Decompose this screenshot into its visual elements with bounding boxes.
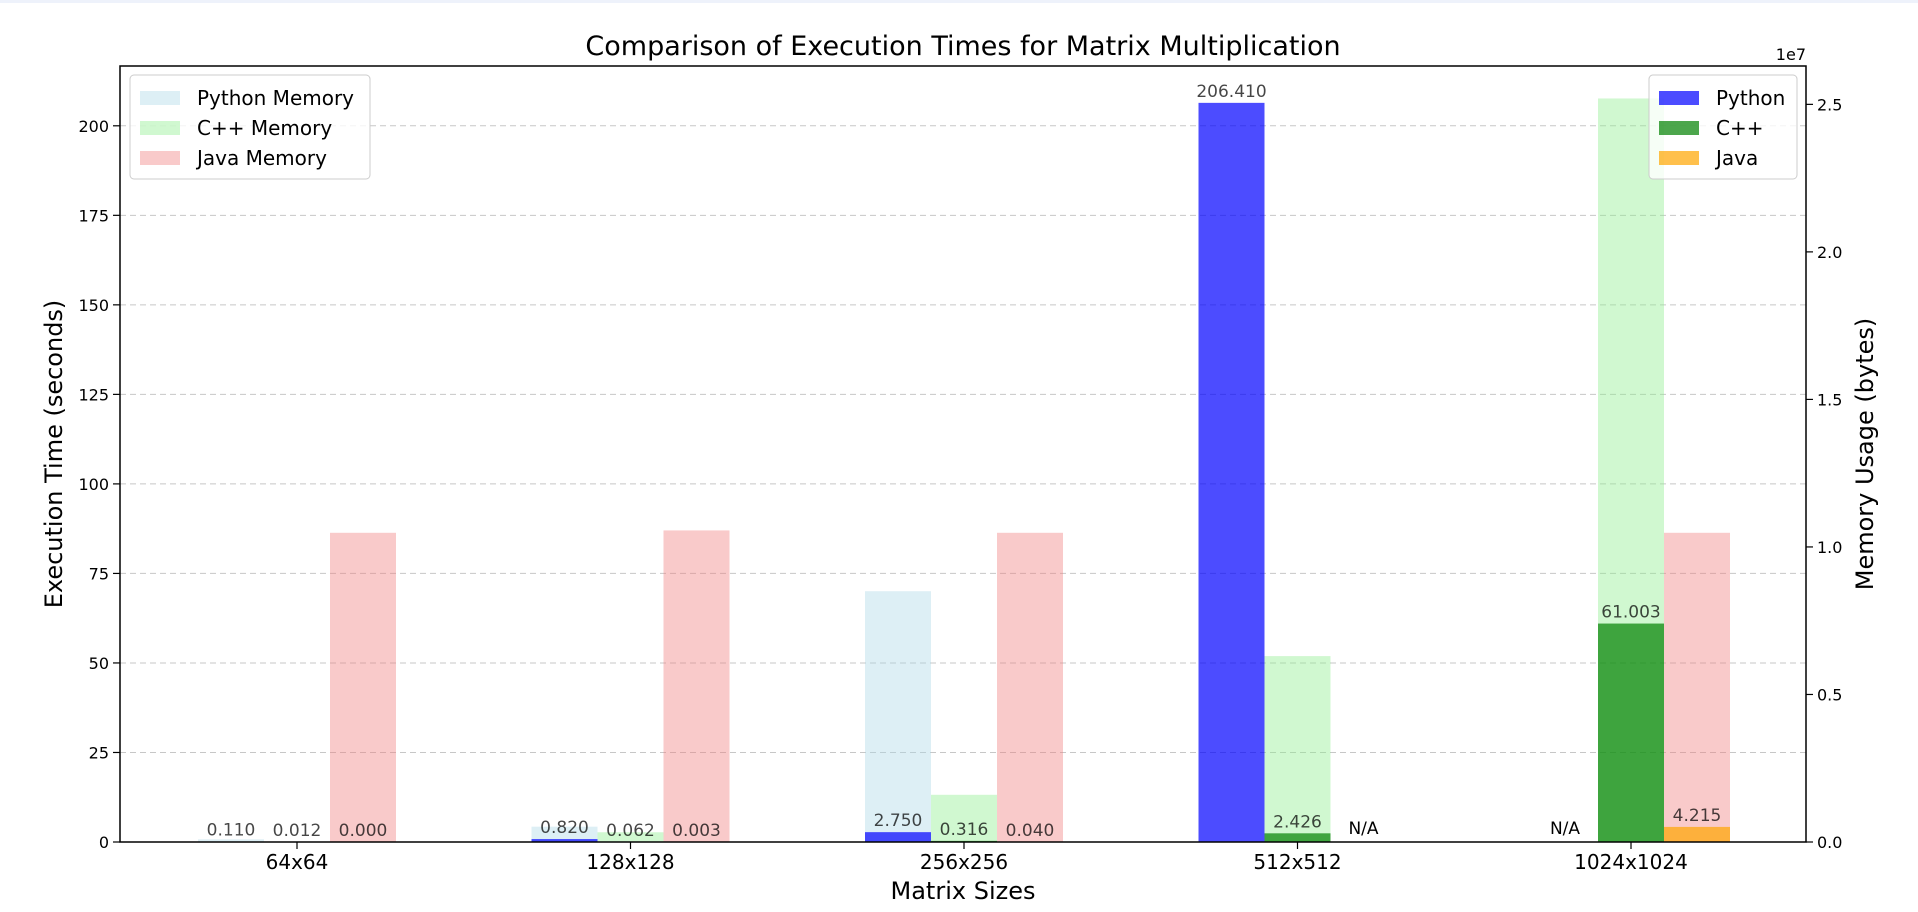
y-tick-label: 200 — [78, 117, 109, 136]
y-axis-label: Execution Time (seconds) — [40, 300, 68, 609]
time-bars — [198, 102, 1730, 842]
y2-tick-label: 1.0 — [1817, 538, 1842, 557]
y2-tick-label: 2.0 — [1817, 243, 1842, 262]
bar-value-label: 0.012 — [273, 821, 322, 841]
bar-na-label: N/A — [1348, 819, 1378, 839]
bar-value-label: 0.316 — [940, 820, 989, 840]
legend-swatch — [1659, 91, 1699, 105]
y2-tick-label: 0.0 — [1817, 833, 1842, 852]
bar-value-label: 206.410 — [1196, 82, 1266, 102]
bar-value-label: 2.750 — [874, 811, 923, 831]
time-bar — [1264, 833, 1331, 842]
x-tick-label: 256x256 — [920, 850, 1008, 874]
memory-bar — [1664, 532, 1730, 842]
legend-entry: Java Memory — [195, 146, 327, 170]
memory-bar — [663, 530, 730, 842]
x-tick-label: 1024x1024 — [1574, 850, 1688, 874]
memory-bar — [597, 832, 664, 842]
y2-tick-label: 0.5 — [1817, 685, 1842, 704]
chart-title: Comparison of Execution Times for Matrix… — [585, 31, 1340, 62]
legend-entry: Python Memory — [197, 86, 354, 110]
y-axis-ticks: 0 25 50 75 100 125 150 175 200 — [78, 117, 120, 852]
legend-entry: C++ Memory — [197, 116, 332, 140]
memory-bar — [865, 591, 931, 842]
bar-value-label: 0.003 — [672, 821, 721, 841]
y-tick-label: 125 — [78, 385, 109, 404]
memory-bars — [198, 98, 1730, 842]
x-axis-label: Matrix Sizes — [891, 877, 1036, 905]
legend-swatch — [140, 91, 180, 105]
memory-bar — [997, 532, 1063, 842]
bar-value-label: 0.110 — [207, 821, 256, 841]
bar-value-label: 2.426 — [1273, 812, 1322, 832]
y-tick-label: 175 — [78, 206, 109, 225]
y-tick-label: 150 — [78, 296, 109, 315]
legend-swatch — [1659, 121, 1699, 135]
grid-lines — [120, 125, 1806, 753]
time-bar — [1664, 826, 1730, 842]
time-bar — [1598, 623, 1664, 842]
memory-bar — [1264, 656, 1331, 842]
plot-frame — [119, 65, 1807, 843]
x-axis-ticks: 64x64 128x128 256x256 512x512 1024x1024 — [266, 842, 1688, 874]
legend-entry: Python — [1716, 86, 1785, 110]
legend-memory: Python Memory C++ Memory Java Memory — [129, 74, 371, 180]
time-bar — [865, 832, 931, 842]
y2-axis-ticks: 0.0 0.5 1.0 1.5 2.0 2.5 — [1806, 95, 1842, 852]
y-tick-label: 100 — [78, 475, 109, 494]
y-tick-label: 25 — [89, 743, 109, 762]
legend-swatch — [1659, 151, 1699, 165]
bar-value-label: 4.215 — [1673, 806, 1722, 826]
y2-axis-label: Memory Usage (bytes) — [1851, 318, 1879, 590]
legend-time: Python C++ Java — [1648, 74, 1798, 180]
time-bar — [1198, 102, 1265, 842]
memory-bar — [931, 794, 997, 842]
legend-swatch — [140, 121, 180, 135]
legend-box — [129, 74, 371, 180]
x-tick-label: 128x128 — [586, 850, 674, 874]
y-tick-label: 0 — [99, 833, 109, 852]
bar-value-label: 0.000 — [339, 821, 388, 841]
memory-bar — [330, 532, 396, 842]
memory-bar — [531, 826, 598, 842]
bar-value-label: 0.040 — [1006, 821, 1055, 841]
bar-value-label: 0.062 — [606, 821, 655, 841]
legend-entry: Java — [1714, 146, 1758, 170]
memory-bar — [198, 839, 264, 842]
y-tick-label: 50 — [89, 654, 109, 673]
x-tick-label: 512x512 — [1253, 850, 1341, 874]
bar-value-label: 61.003 — [1601, 603, 1660, 623]
legend-swatch — [140, 151, 180, 165]
legend-entry: C++ — [1716, 116, 1763, 140]
bar-na-label: N/A — [1550, 819, 1580, 839]
time-bar — [531, 839, 598, 842]
bar-value-labels: 0.110 0.820 2.750 206.410 N/A 0.012 0.062 0.316… — [207, 82, 1722, 841]
bar-value-label: 0.820 — [540, 818, 589, 838]
y-tick-label: 75 — [89, 564, 109, 583]
y2-tick-label: 2.5 — [1817, 95, 1842, 114]
y2-offset-text: 1e7 — [1776, 45, 1806, 64]
x-tick-label: 64x64 — [266, 850, 329, 874]
top-strip — [0, 0, 1918, 3]
y2-tick-label: 1.5 — [1817, 390, 1842, 409]
